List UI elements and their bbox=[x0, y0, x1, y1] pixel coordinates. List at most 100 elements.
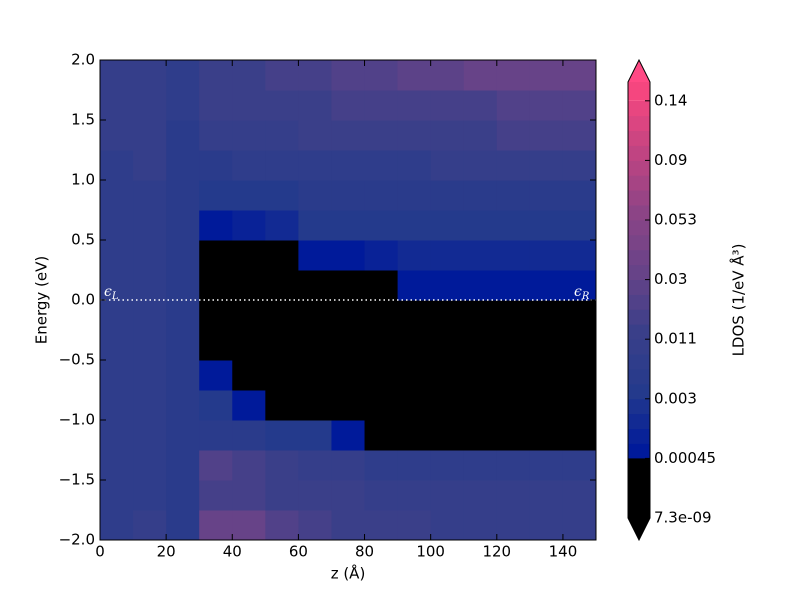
heat-cell bbox=[232, 390, 266, 421]
heat-cell bbox=[166, 300, 200, 331]
heat-cell bbox=[430, 420, 465, 451]
heat-cell bbox=[265, 360, 299, 391]
heat-cell bbox=[331, 300, 366, 331]
heat-cell bbox=[331, 60, 366, 91]
heat-cell bbox=[133, 180, 167, 211]
heat-cell bbox=[232, 360, 266, 391]
heat-cell bbox=[331, 480, 366, 511]
colorbar-level bbox=[628, 324, 650, 340]
annotation: ϵL bbox=[104, 284, 119, 302]
heat-cell bbox=[100, 360, 134, 391]
y-tick-label: 0.5 bbox=[71, 231, 95, 249]
colorbar-tick-label: 0.03 bbox=[654, 270, 687, 288]
heat-cell bbox=[133, 150, 167, 181]
heat-cell bbox=[166, 180, 200, 211]
x-tick-label: 60 bbox=[289, 543, 308, 561]
heat-cell bbox=[298, 360, 332, 391]
heat-cell bbox=[100, 450, 134, 481]
heat-cell bbox=[562, 510, 597, 541]
heat-cell bbox=[397, 330, 432, 361]
heat-cell bbox=[364, 180, 399, 211]
heat-cell bbox=[265, 240, 299, 271]
heat-cell bbox=[463, 510, 498, 541]
heat-cell bbox=[133, 90, 167, 121]
heat-cell bbox=[529, 270, 564, 301]
heat-cell bbox=[463, 60, 498, 91]
heat-cell bbox=[166, 330, 200, 361]
heat-cell bbox=[397, 120, 432, 151]
heat-cell bbox=[265, 330, 299, 361]
heat-cell bbox=[529, 210, 564, 241]
heat-cell bbox=[199, 420, 233, 451]
heat-cell bbox=[430, 120, 465, 151]
heat-cell bbox=[232, 60, 266, 91]
heat-cell bbox=[133, 390, 167, 421]
colorbar-level bbox=[628, 398, 650, 415]
heat-cell bbox=[166, 360, 200, 391]
heat-cell bbox=[298, 300, 332, 331]
heat-cell bbox=[463, 450, 498, 481]
heat-cell bbox=[133, 450, 167, 481]
colorbar-level bbox=[628, 234, 650, 251]
heat-cell bbox=[463, 210, 498, 241]
heat-cell bbox=[463, 360, 498, 391]
heat-cell bbox=[232, 480, 266, 511]
heat-cell bbox=[199, 60, 233, 91]
heat-cell bbox=[496, 510, 531, 541]
heat-cell bbox=[397, 210, 432, 241]
heat-cell bbox=[364, 270, 399, 301]
colorbar-level bbox=[628, 190, 650, 206]
heat-cell bbox=[430, 450, 465, 481]
heat-cell bbox=[265, 480, 299, 511]
heat-cell bbox=[430, 390, 465, 421]
x-tick-label: 80 bbox=[355, 543, 374, 561]
heat-cell bbox=[166, 390, 200, 421]
heat-cell bbox=[364, 450, 399, 481]
heat-cell bbox=[331, 90, 366, 121]
heat-cell bbox=[529, 510, 564, 541]
heat-cell bbox=[496, 240, 531, 271]
colorbar-level bbox=[628, 100, 650, 117]
heat-cell bbox=[529, 330, 564, 361]
heat-cell bbox=[496, 210, 531, 241]
heat-cell bbox=[331, 180, 366, 211]
heat-cell bbox=[166, 510, 200, 541]
heat-cell bbox=[100, 300, 134, 331]
heat-cell bbox=[496, 420, 531, 451]
colorbar-tick-label: 0.09 bbox=[654, 151, 687, 169]
heat-cell bbox=[562, 60, 597, 91]
heat-cell bbox=[397, 450, 432, 481]
heat-cell bbox=[100, 510, 134, 541]
heat-cell bbox=[364, 210, 399, 241]
heat-cell bbox=[364, 330, 399, 361]
colorbar-tick-label: 0.00045 bbox=[654, 449, 716, 467]
heat-cell bbox=[397, 300, 432, 331]
heat-cell bbox=[331, 240, 366, 271]
colorbar-label: LDOS (1/eV Å³) bbox=[729, 244, 748, 357]
heat-cell bbox=[232, 450, 266, 481]
heat-cell bbox=[496, 90, 531, 121]
heat-cell bbox=[199, 330, 233, 361]
heat-cell bbox=[529, 390, 564, 421]
heat-cell bbox=[232, 330, 266, 361]
heat-cell bbox=[199, 300, 233, 331]
heat-cell bbox=[199, 390, 233, 421]
heat-cell bbox=[397, 90, 432, 121]
heat-cell bbox=[265, 60, 299, 91]
x-tick-label: 20 bbox=[157, 543, 176, 561]
heat-cell bbox=[298, 480, 332, 511]
heat-cell bbox=[562, 330, 597, 361]
colorbar-level bbox=[628, 130, 650, 146]
x-tick-label: 0 bbox=[95, 543, 105, 561]
colorbar-level bbox=[628, 82, 650, 101]
heat-cell bbox=[331, 210, 366, 241]
colorbar-tick-label: 0.053 bbox=[654, 211, 697, 229]
heat-cell bbox=[298, 240, 332, 271]
heat-cell bbox=[463, 330, 498, 361]
heat-cell bbox=[298, 270, 332, 301]
heat-cell bbox=[562, 420, 597, 451]
heat-cell bbox=[364, 150, 399, 181]
heat-cell bbox=[364, 360, 399, 391]
heat-cell bbox=[133, 360, 167, 391]
